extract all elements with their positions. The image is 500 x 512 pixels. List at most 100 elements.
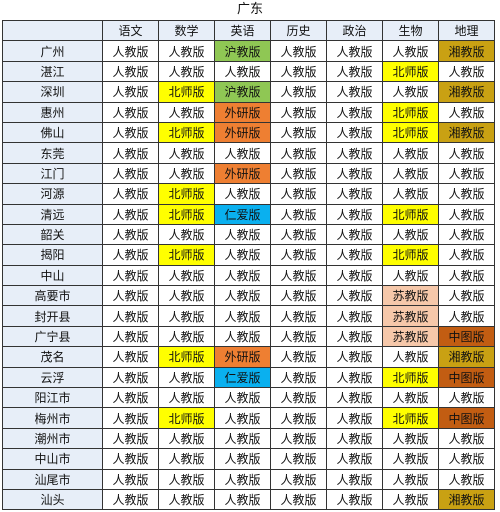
textbook-cell: 人教版 [382,223,439,246]
textbook-cell: 北师版 [158,183,215,205]
textbook-cell: 人教版 [214,244,271,266]
textbook-cell: 人教版 [326,223,383,246]
textbook-cell: 中图版 [438,325,495,348]
textbook-cell: 中图版 [438,366,495,389]
textbook-cell: 人教版 [438,203,495,225]
textbook-cell: 湘教版 [438,40,495,62]
table-row: 茂名 人教版 北师版 外研版 人教版 人教版 人教版 湘教版 [2,346,495,368]
textbook-cell: 北师版 [158,346,215,368]
textbook-cell: 人教版 [214,223,271,246]
textbook-cell: 人教版 [438,223,495,246]
textbook-cell: 人教版 [214,427,271,450]
textbook-cell: 人教版 [382,264,439,287]
textbook-cell: 北师版 [382,244,439,266]
textbook-cell: 人教版 [270,162,327,185]
city-cell: 汕尾市 [2,468,103,490]
table-row: 韶关 人教版 人教版 人教版 人教版 人教版 人教版 人教版 [2,223,495,246]
table-body: 广州 人教版 人教版 沪教版 人教版 人教版 人教版 湘教版 湛江 人教版 人教版 人教版 人教版 人教版… [2,40,495,511]
city-cell: 中山 [2,264,103,287]
header-cell: 生物 [382,19,439,42]
textbook-cell: 人教版 [158,448,215,470]
table-row: 封开县 人教版 人教版 人教版 人教版 人教版 苏教版 人教版 [2,305,495,327]
table-row: 汕头 人教版 人教版 人教版 人教版 人教版 人教版 湘教版 [2,488,495,511]
city-cell: 韶关 [2,223,103,246]
textbook-cell: 人教版 [102,162,159,185]
textbook-cell: 人教版 [270,407,327,429]
textbook-cell: 人教版 [270,101,327,123]
textbook-cell: 人教版 [382,142,439,164]
textbook-cell: 人教版 [102,183,159,205]
textbook-cell: 人教版 [102,40,159,62]
textbook-cell: 人教版 [270,448,327,470]
textbook-cell: 人教版 [326,305,383,327]
textbook-cell: 人教版 [382,346,439,368]
textbook-cell: 北师版 [382,366,439,389]
textbook-cell: 人教版 [326,121,383,144]
textbook-cell: 人教版 [270,40,327,62]
textbook-cell: 人教版 [158,488,215,511]
textbook-cell: 人教版 [382,40,439,62]
city-cell: 云浮 [2,366,103,389]
header-row: 语文 数学 英语 历史 政治 生物 地理 [2,19,495,42]
table-row: 阳江市 人教版 人教版 人教版 人教版 人教版 人教版 人教版 [2,387,495,409]
textbook-cell: 北师版 [382,407,439,429]
textbook-cell: 人教版 [270,488,327,511]
city-cell: 阳江市 [2,387,103,409]
textbook-cell: 仁爱版 [214,203,271,225]
city-cell: 茂名 [2,346,103,368]
textbook-cell: 人教版 [326,162,383,185]
textbook-cell: 人教版 [102,366,159,389]
header-cell: 政治 [326,19,383,42]
city-cell: 广州 [2,40,103,62]
textbook-cell: 人教版 [270,305,327,327]
textbook-cell: 人教版 [102,264,159,287]
textbook-cell: 人教版 [102,346,159,368]
city-cell: 佛山 [2,121,103,144]
city-cell: 中山市 [2,448,103,470]
textbook-cell: 人教版 [326,183,383,205]
table-row: 中山市 人教版 人教版 人教版 人教版 人教版 人教版 人教版 [2,448,495,470]
textbook-cell: 人教版 [382,468,439,490]
textbook-cell: 人教版 [214,325,271,348]
city-cell: 清远 [2,203,103,225]
textbook-cell: 人教版 [270,427,327,450]
textbook-cell: 人教版 [270,244,327,266]
table-row: 湛江 人教版 人教版 人教版 人教版 人教版 北师版 人教版 [2,60,495,83]
textbook-cell: 人教版 [102,203,159,225]
textbook-cell: 外研版 [214,162,271,185]
textbook-cell: 人教版 [326,325,383,348]
textbook-cell: 北师版 [158,203,215,225]
textbook-cell: 人教版 [158,325,215,348]
city-cell: 封开县 [2,305,103,327]
header-cell: 英语 [214,19,271,42]
textbook-cell: 人教版 [102,427,159,450]
textbook-cell: 人教版 [214,285,271,307]
table-row: 中山 人教版 人教版 人教版 人教版 人教版 人教版 人教版 [2,264,495,287]
textbook-cell: 人教版 [102,325,159,348]
textbook-cell: 人教版 [214,264,271,287]
textbook-cell: 人教版 [270,285,327,307]
city-cell: 河源 [2,183,103,205]
textbook-cell: 人教版 [214,387,271,409]
textbook-cell: 人教版 [158,101,215,123]
textbook-cell: 人教版 [270,81,327,103]
textbook-cell: 人教版 [158,366,215,389]
textbook-cell: 人教版 [102,448,159,470]
textbook-cell: 人教版 [326,203,383,225]
textbook-cell: 人教版 [270,346,327,368]
header-cell [2,19,103,42]
textbook-cell: 人教版 [438,305,495,327]
textbook-cell: 北师版 [158,244,215,266]
city-cell: 梅州市 [2,407,103,429]
textbook-cell: 人教版 [158,223,215,246]
textbook-cell: 湘教版 [438,81,495,103]
table-row: 梅州市 人教版 北师版 人教版 人教版 人教版 北师版 中图版 [2,407,495,429]
textbook-cell: 人教版 [158,142,215,164]
textbook-cell: 人教版 [326,101,383,123]
textbook-cell: 人教版 [102,101,159,123]
textbook-cell: 人教版 [438,387,495,409]
table-row: 深圳 人教版 北师版 沪教版 人教版 人教版 人教版 湘教版 [2,81,495,103]
textbook-cell: 人教版 [102,387,159,409]
textbook-cell: 人教版 [326,346,383,368]
textbook-cell: 人教版 [158,468,215,490]
